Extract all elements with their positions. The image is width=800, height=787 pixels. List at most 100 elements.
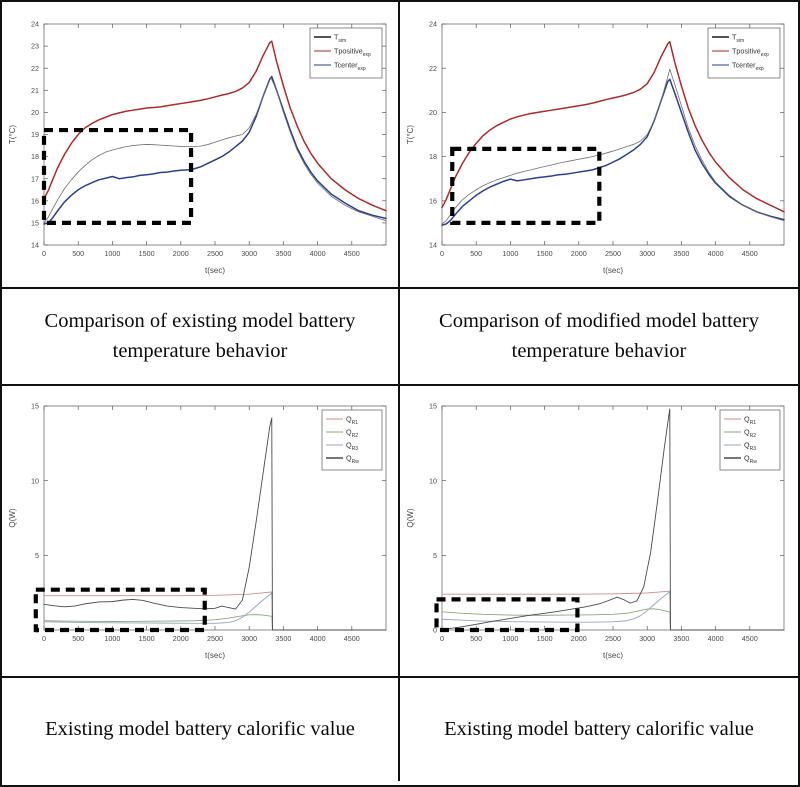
- series-line: [43, 592, 387, 631]
- x-tick-label: 0: [440, 634, 444, 643]
- highlight-region-box: [434, 597, 580, 633]
- x-tick-label: 1500: [139, 249, 155, 258]
- x-tick-label: 3000: [639, 249, 655, 258]
- y-tick-label: 20: [31, 108, 39, 117]
- y-axis-label: T(°C): [8, 125, 17, 145]
- legend-label: Tsim: [732, 33, 744, 44]
- legend-label: QR2: [346, 428, 358, 439]
- x-tick-label: 0: [42, 249, 46, 258]
- legend-label: Tpositiveexp: [334, 47, 371, 58]
- x-tick-label: 2000: [173, 249, 189, 258]
- y-tick-label: 18: [31, 152, 39, 161]
- y-tick-label: 0: [433, 626, 437, 635]
- y-tick-label: 15: [31, 402, 39, 411]
- caption-text: Existing model battery calorific value: [444, 717, 754, 740]
- caption-text: Existing model battery calorific value: [45, 717, 355, 740]
- caption-text: Comparison of existing model battery tem…: [44, 309, 356, 362]
- x-tick-label: 4500: [742, 634, 758, 643]
- x-axis-label: t(sec): [603, 266, 623, 275]
- x-tick-label: 4500: [742, 249, 758, 258]
- panel-bottom-right-plot: 0 500 1000 1500 2000 2500 3000 3500 4000 4500 0 5 10…: [400, 386, 798, 678]
- legend-label: QR1: [346, 415, 358, 426]
- x-tick-label: 2500: [207, 634, 223, 643]
- legend-box: [321, 409, 383, 471]
- legend-label: Tcenterexp: [334, 61, 366, 72]
- y-tick-label: 16: [31, 196, 39, 205]
- x-tick-label: 3500: [673, 249, 689, 258]
- series-line: [441, 40, 785, 213]
- legend-label: QR2: [744, 428, 756, 439]
- legend-box: [719, 409, 781, 471]
- y-tick-label: 20: [429, 108, 437, 117]
- x-tick-label: 1000: [104, 634, 120, 643]
- caption-top-right: Comparison of modified model battery tem…: [400, 289, 798, 386]
- x-tick-label: 4000: [708, 634, 724, 643]
- series-line: [441, 68, 785, 225]
- x-axis-label: t(sec): [205, 651, 225, 660]
- x-tick-label: 1500: [537, 634, 553, 643]
- chart-bottom-right: 0 500 1000 1500 2000 2500 3000 3500 4000 4500 0 5 10…: [406, 402, 785, 660]
- series-line: [43, 417, 387, 631]
- x-tick-label: 1000: [502, 249, 518, 258]
- y-tick-label: 24: [429, 20, 437, 29]
- caption-bottom-left: Existing model battery calorific value: [2, 678, 400, 781]
- legend-label: QRw: [744, 454, 757, 465]
- x-tick-label: 4000: [708, 249, 724, 258]
- x-tick-label: 2500: [605, 249, 621, 258]
- x-tick-label: 4000: [310, 249, 326, 258]
- highlight-region-box: [41, 127, 194, 226]
- x-tick-label: 3500: [275, 249, 291, 258]
- x-tick-label: 4500: [344, 634, 360, 643]
- y-tick-label: 24: [31, 20, 39, 29]
- x-tick-label: 4000: [310, 634, 326, 643]
- series-line: [43, 75, 387, 225]
- y-tick-label: 14: [429, 241, 437, 250]
- y-tick-label: 21: [31, 86, 39, 95]
- x-tick-label: 2000: [571, 249, 587, 258]
- y-tick-label: 10: [429, 476, 437, 485]
- highlight-region-box: [450, 146, 602, 226]
- y-tick-label: 15: [31, 219, 39, 228]
- x-tick-label: 500: [470, 634, 482, 643]
- y-tick-label: 15: [429, 402, 437, 411]
- x-tick-label: 500: [72, 249, 84, 258]
- y-tick-label: 5: [35, 551, 39, 560]
- y-tick-label: 22: [429, 64, 437, 73]
- x-tick-label: 3000: [639, 634, 655, 643]
- chart-bottom-left: 0 500 1000 1500 2000 2500 3000 3500 4000 45000510…: [8, 402, 387, 660]
- y-axis-label: Q(W): [406, 508, 415, 527]
- series-line: [441, 590, 785, 631]
- legend-label: Tpositiveexp: [732, 47, 769, 58]
- x-tick-label: 2500: [605, 634, 621, 643]
- x-tick-label: 4500: [344, 249, 360, 258]
- x-tick-label: 2000: [571, 634, 587, 643]
- x-tick-label: 1500: [139, 634, 155, 643]
- y-tick-label: 19: [31, 130, 39, 139]
- y-axis-label: Q(W): [8, 508, 17, 527]
- x-tick-label: 2500: [207, 249, 223, 258]
- legend-label: QR3: [346, 441, 358, 452]
- legend-label: QR3: [744, 441, 756, 452]
- panel-top-right-plot: 0 500 1000 1500 2000 2500 3000 3500 4000 4500 14 16…: [400, 2, 798, 289]
- y-tick-label: 23: [31, 42, 39, 51]
- series-line: [441, 608, 785, 631]
- x-tick-label: 3000: [241, 249, 257, 258]
- caption-bottom-right: Existing model battery calorific value: [400, 678, 798, 781]
- panel-bottom-left-plot: 0 500 1000 1500 2000 2500 3000 3500 4000 4500 0 5 10…: [2, 386, 400, 678]
- y-axis-label: T(°C): [406, 125, 415, 145]
- series-line: [441, 590, 785, 631]
- x-tick-label: 0: [440, 249, 444, 258]
- series-line: [43, 614, 387, 631]
- x-tick-label: 500: [72, 634, 84, 643]
- chart-top-right: 0 500 1000 1500 2000 2500 3000 3500 4000 4500 14 16…: [406, 20, 785, 275]
- legend-label: QRw: [346, 454, 359, 465]
- x-axis-label: t(sec): [603, 651, 623, 660]
- highlight-region-box: [33, 587, 207, 633]
- series-line: [441, 408, 785, 631]
- y-tick-label: 22: [31, 64, 39, 73]
- series-line: [43, 77, 387, 224]
- y-tick-label: 14: [31, 241, 39, 250]
- x-tick-label: 3000: [241, 634, 257, 643]
- y-tick-label: 5: [433, 551, 437, 560]
